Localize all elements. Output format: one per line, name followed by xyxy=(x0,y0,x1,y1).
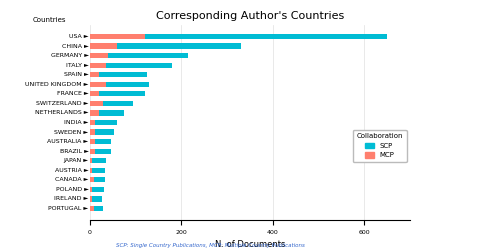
Bar xyxy=(92,158,106,163)
Bar xyxy=(99,91,145,96)
Bar xyxy=(94,206,103,211)
Bar xyxy=(90,72,99,77)
Bar xyxy=(118,44,241,49)
Bar xyxy=(108,53,188,58)
Bar xyxy=(90,120,94,125)
Bar xyxy=(90,101,103,106)
Bar xyxy=(90,130,94,135)
Bar xyxy=(96,139,112,144)
Bar xyxy=(106,82,150,87)
Bar xyxy=(90,91,99,96)
Bar xyxy=(145,34,387,39)
Bar xyxy=(90,53,108,58)
Bar xyxy=(99,72,147,77)
Title: Corresponding Author's Countries: Corresponding Author's Countries xyxy=(156,12,344,22)
Legend: SCP, MCP: SCP, MCP xyxy=(353,130,406,162)
Bar xyxy=(90,62,106,68)
Bar xyxy=(90,110,99,116)
Bar xyxy=(90,177,94,182)
Bar xyxy=(94,177,105,182)
Bar xyxy=(90,158,92,163)
Text: Countries: Countries xyxy=(32,17,66,23)
Bar xyxy=(90,34,145,39)
Bar xyxy=(90,148,94,154)
Bar xyxy=(90,82,106,87)
Bar xyxy=(103,101,132,106)
Bar xyxy=(90,168,92,173)
Bar xyxy=(92,168,105,173)
Bar xyxy=(90,206,94,211)
Bar xyxy=(106,62,172,68)
Bar xyxy=(90,196,92,202)
Bar xyxy=(90,187,92,192)
Bar xyxy=(90,139,96,144)
Bar xyxy=(94,130,114,135)
X-axis label: N. of Documents: N. of Documents xyxy=(215,240,285,249)
Bar xyxy=(94,120,118,125)
Text: SCP: Single Country Publications, MCP: Multiple Country Publications: SCP: Single Country Publications, MCP: M… xyxy=(116,242,304,248)
Bar xyxy=(99,110,124,116)
Bar xyxy=(92,196,102,202)
Bar xyxy=(94,148,110,154)
Bar xyxy=(90,44,118,49)
Bar xyxy=(92,187,104,192)
